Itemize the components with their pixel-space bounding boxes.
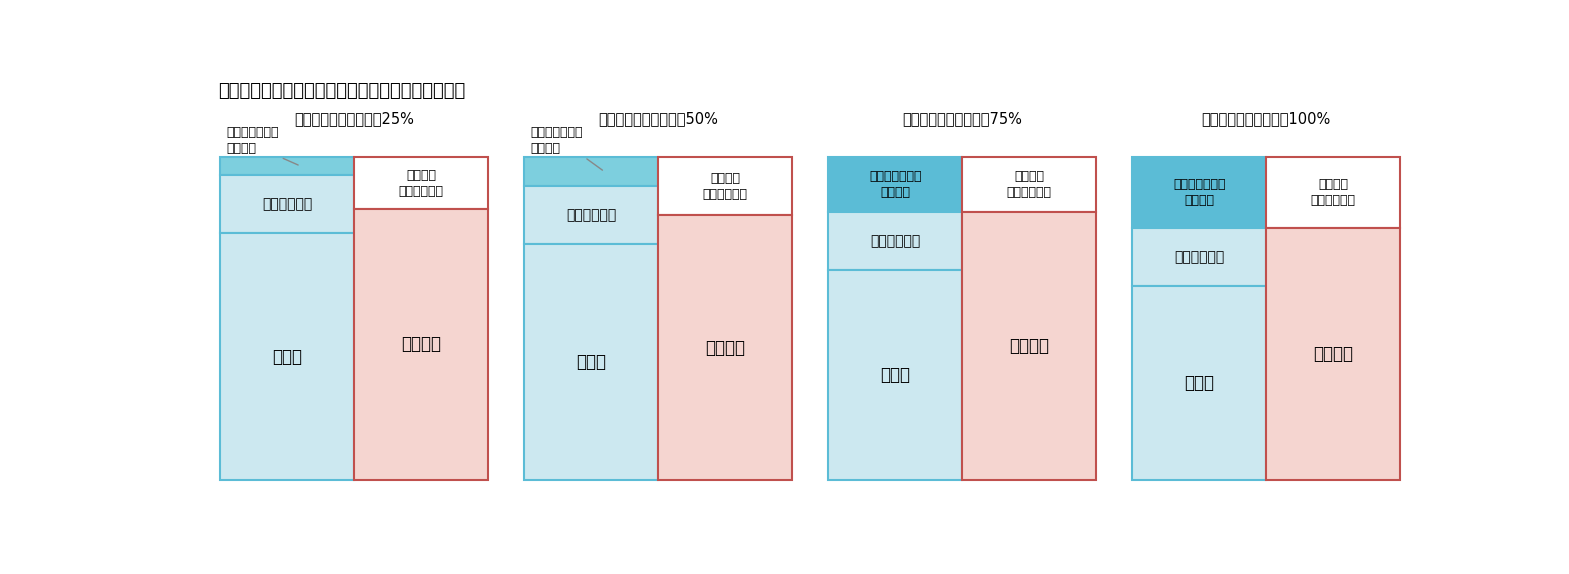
Text: 積立金: 積立金	[1185, 374, 1214, 392]
Text: 給付現価: 給付現価	[402, 335, 441, 354]
Bar	[524, 245, 659, 480]
Text: リスク対応掛金
収入現価: リスク対応掛金 収入現価	[530, 126, 584, 155]
Bar	[1133, 228, 1266, 286]
Bar	[1266, 228, 1400, 480]
Text: 財政悪化
リスク相当額: 財政悪化 リスク相当額	[1007, 170, 1051, 199]
Bar	[659, 215, 792, 480]
Text: 掛金収入現価: 掛金収入現価	[262, 197, 312, 211]
Text: 財政悪化
リスク相当額: 財政悪化 リスク相当額	[703, 172, 747, 201]
Bar	[220, 175, 355, 233]
Bar	[1266, 157, 1400, 228]
Bar	[962, 157, 1095, 212]
Bar	[962, 212, 1095, 480]
Text: 掛金収入現価: 掛金収入現価	[566, 208, 617, 222]
Text: 図表５　企業のリスク負担割合別の財政のイメージ: 図表５ 企業のリスク負担割合別の財政のイメージ	[218, 82, 466, 100]
Bar	[220, 157, 355, 175]
Bar	[355, 157, 488, 209]
Text: 企業のリスク負担割合100%: 企業のリスク負担割合100%	[1202, 111, 1331, 126]
Bar	[828, 212, 962, 270]
Bar	[355, 209, 488, 480]
Text: リスク対応掛金
収入現価: リスク対応掛金 収入現価	[869, 170, 921, 199]
Bar	[1133, 157, 1266, 228]
Text: 掛金収入現価: 掛金収入現価	[1174, 250, 1224, 264]
Bar	[828, 270, 962, 480]
Text: 財政悪化
リスク相当額: 財政悪化 リスク相当額	[399, 169, 444, 197]
Bar	[659, 157, 792, 215]
Text: リスク対応掛金
収入現価: リスク対応掛金 収入現価	[226, 126, 279, 155]
Text: 掛金収入現価: 掛金収入現価	[871, 234, 921, 248]
Text: 企業のリスク負担割合75%: 企業のリスク負担割合75%	[902, 111, 1021, 126]
Bar	[828, 157, 962, 212]
Bar	[1133, 286, 1266, 480]
Text: 企業のリスク負担割合50%: 企業のリスク負担割合50%	[598, 111, 719, 126]
Bar	[220, 233, 355, 480]
Text: 財政悪化
リスク相当額: 財政悪化 リスク相当額	[1310, 179, 1356, 207]
Text: 企業のリスク負担割合25%: 企業のリスク負担割合25%	[295, 111, 414, 126]
Text: 給付現価: 給付現価	[1313, 345, 1352, 363]
Text: 積立金: 積立金	[273, 347, 303, 366]
Text: 給付現価: 給付現価	[1009, 337, 1050, 355]
Bar	[524, 187, 659, 245]
Text: 積立金: 積立金	[576, 353, 606, 371]
Text: 給付現価: 給付現価	[704, 339, 745, 356]
Text: リスク対応掛金
収入現価: リスク対応掛金 収入現価	[1174, 179, 1225, 207]
Text: 積立金: 積立金	[880, 366, 910, 384]
Bar	[524, 157, 659, 187]
